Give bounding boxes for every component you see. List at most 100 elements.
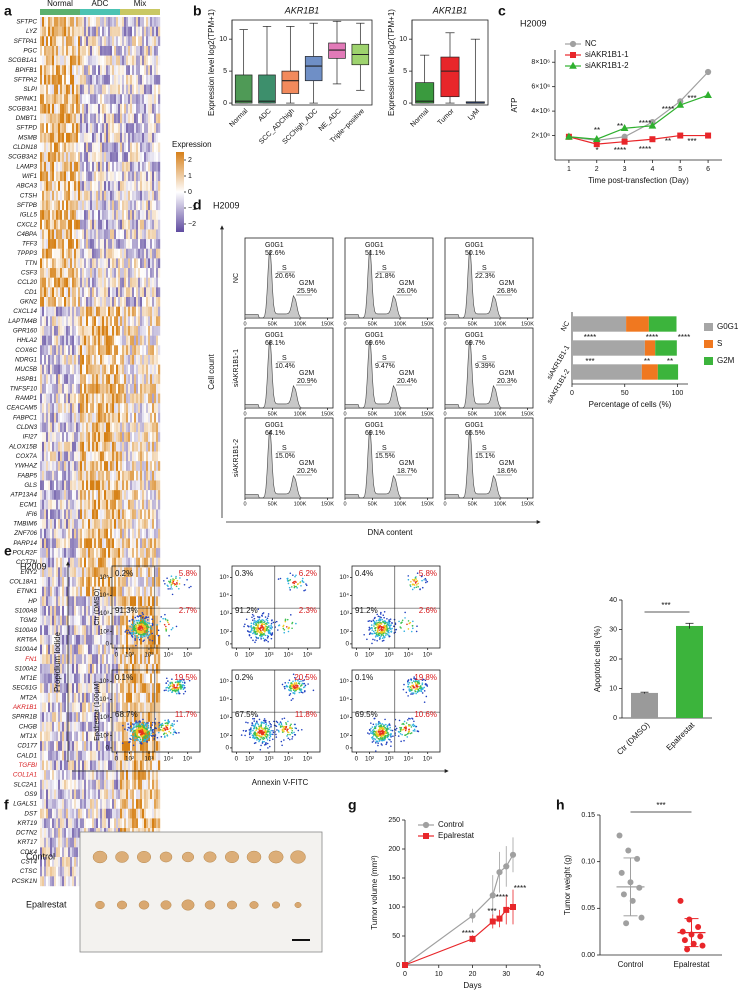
- heatmap-cell: [82, 567, 84, 577]
- heatmap-cell: [144, 143, 146, 153]
- heatmap-cell: [124, 278, 126, 288]
- heatmap-cell: [134, 760, 136, 770]
- heatmap-cell: [154, 36, 156, 46]
- heatmap-cell: [120, 480, 122, 490]
- heatmap-cell: [140, 258, 142, 268]
- heatmap-cell: [70, 490, 72, 500]
- heatmap-cell: [134, 36, 136, 46]
- heatmap-cell: [122, 249, 124, 259]
- heatmap-cell: [80, 567, 82, 577]
- heatmap-cell: [60, 65, 62, 75]
- heatmap-cell: [154, 538, 156, 548]
- heatmap-cell: [76, 693, 78, 703]
- heatmap-cell: [114, 326, 116, 336]
- heatmap-cell: [60, 490, 62, 500]
- heatmap-cell: [90, 403, 92, 413]
- heatmap-cell: [98, 65, 100, 75]
- heatmap-cell: [126, 258, 128, 268]
- heatmap-cell: [118, 480, 120, 490]
- heatmap-cell: [96, 365, 98, 375]
- heatmap-cell: [152, 490, 154, 500]
- heatmap-cell: [114, 229, 116, 239]
- heatmap-cell: [76, 36, 78, 46]
- heatmap-cell: [84, 229, 86, 239]
- heatmap-cell: [50, 722, 52, 732]
- heatmap-cell: [86, 789, 88, 799]
- heatmap-cell: [90, 46, 92, 56]
- heatmap-cell: [88, 46, 90, 56]
- heatmap-cell: [52, 558, 54, 568]
- heatmap-cell: [138, 413, 140, 423]
- heatmap-cell: [108, 316, 110, 326]
- heatmap-cell: [106, 17, 108, 27]
- heatmap-cell: [114, 307, 116, 317]
- heatmap-cell: [40, 65, 42, 75]
- heatmap-cell: [62, 85, 64, 95]
- heatmap-cell: [84, 538, 86, 548]
- heatmap-cell: [128, 94, 130, 104]
- heatmap-cell: [46, 268, 48, 278]
- heatmap-cell: [40, 616, 42, 626]
- heatmap-cell: [52, 461, 54, 471]
- heatmap-cell: [150, 519, 152, 529]
- heatmap-cell: [86, 587, 88, 597]
- heatmap-cell: [88, 75, 90, 85]
- heatmap-cell: [120, 36, 122, 46]
- heatmap-cell: [158, 181, 160, 191]
- heatmap-cell: [144, 490, 146, 500]
- heatmap-cell: [128, 394, 130, 404]
- heatmap-cell: [74, 799, 76, 809]
- heatmap-cell: [86, 65, 88, 75]
- heatmap-cell: [102, 345, 104, 355]
- heatmap-cell: [88, 104, 90, 114]
- heatmap-cell: [60, 336, 62, 346]
- heatmap-cell: [80, 336, 82, 346]
- heatmap-cell: [48, 606, 50, 616]
- heatmap-cell: [92, 17, 94, 27]
- heatmap-cell: [86, 123, 88, 133]
- heatmap-cell: [82, 297, 84, 307]
- heatmap-cell: [56, 558, 58, 568]
- heatmap-cell: [98, 394, 100, 404]
- heatmap-cell: [126, 519, 128, 529]
- heatmap-cell: [82, 741, 84, 751]
- heatmap-cell: [96, 490, 98, 500]
- heatmap-cell: [140, 519, 142, 529]
- heatmap-cell: [158, 200, 160, 210]
- heatmap-cell: [114, 143, 116, 153]
- heatmap-cell: [64, 732, 66, 742]
- heatmap-cell: [152, 519, 154, 529]
- heatmap-cell: [58, 616, 60, 626]
- heatmap-cell: [64, 191, 66, 201]
- heatmap-cell: [52, 577, 54, 587]
- heatmap-cell: [70, 326, 72, 336]
- heatmap-cell: [126, 326, 128, 336]
- heatmap-cell: [120, 287, 122, 297]
- heatmap-cell: [156, 94, 158, 104]
- heatmap-cell: [114, 104, 116, 114]
- heatmap-cell: [106, 461, 108, 471]
- heatmap-cell: [40, 249, 42, 259]
- heatmap-cell: [66, 548, 68, 558]
- heatmap-cell: [142, 596, 144, 606]
- heatmap-cell: [134, 693, 136, 703]
- heatmap-cell: [74, 162, 76, 172]
- heatmap-cell: [146, 268, 148, 278]
- heatmap-cell: [58, 519, 60, 529]
- heatmap-cell: [104, 200, 106, 210]
- heatmap-cell: [134, 249, 136, 259]
- heatmap-cell: [122, 123, 124, 133]
- heatmap-cell: [124, 133, 126, 143]
- heatmap-cell: [66, 529, 68, 539]
- heatmap-cell: [62, 171, 64, 181]
- heatmap-cell: [130, 152, 132, 162]
- heatmap-cell: [42, 200, 44, 210]
- heatmap-cell: [60, 693, 62, 703]
- heatmap-cell: [84, 432, 86, 442]
- heatmap-cell: [88, 789, 90, 799]
- heatmap-cell: [48, 732, 50, 742]
- heatmap-cell: [70, 123, 72, 133]
- heatmap-cell: [106, 27, 108, 37]
- heatmap-cell: [56, 789, 58, 799]
- heatmap-cell: [56, 548, 58, 558]
